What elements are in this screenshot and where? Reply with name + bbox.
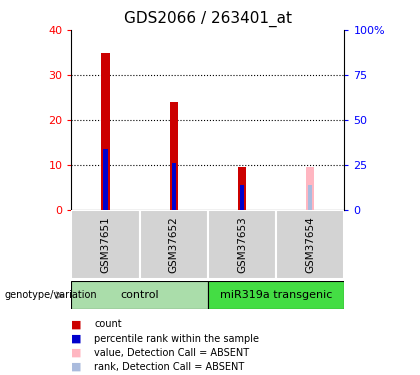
Bar [308, 185, 312, 210]
Title: GDS2066 / 263401_at: GDS2066 / 263401_at [124, 11, 292, 27]
Bar [170, 102, 178, 210]
Text: ■: ■ [71, 362, 82, 372]
Bar [240, 185, 244, 210]
Bar [208, 281, 344, 309]
Text: GSM37653: GSM37653 [237, 216, 247, 273]
Bar [306, 167, 314, 210]
Text: control: control [121, 290, 159, 300]
Text: genotype/variation: genotype/variation [4, 290, 97, 300]
Bar [172, 163, 176, 210]
Text: value, Detection Call = ABSENT: value, Detection Call = ABSENT [94, 348, 249, 358]
Text: percentile rank within the sample: percentile rank within the sample [94, 334, 260, 344]
Text: GSM37654: GSM37654 [305, 216, 315, 273]
Text: count: count [94, 320, 122, 329]
Text: GSM37651: GSM37651 [100, 216, 110, 273]
Bar [208, 210, 276, 279]
Text: ■: ■ [71, 348, 82, 358]
Text: GSM37652: GSM37652 [169, 216, 179, 273]
Bar [71, 281, 208, 309]
Bar [276, 210, 344, 279]
Text: rank, Detection Call = ABSENT: rank, Detection Call = ABSENT [94, 362, 245, 372]
Bar [103, 149, 108, 210]
Text: miR319a transgenic: miR319a transgenic [220, 290, 332, 300]
Text: ■: ■ [71, 320, 82, 329]
Bar [102, 53, 110, 210]
Bar [139, 210, 208, 279]
Text: ■: ■ [71, 334, 82, 344]
Bar [238, 167, 246, 210]
Bar [71, 210, 139, 279]
